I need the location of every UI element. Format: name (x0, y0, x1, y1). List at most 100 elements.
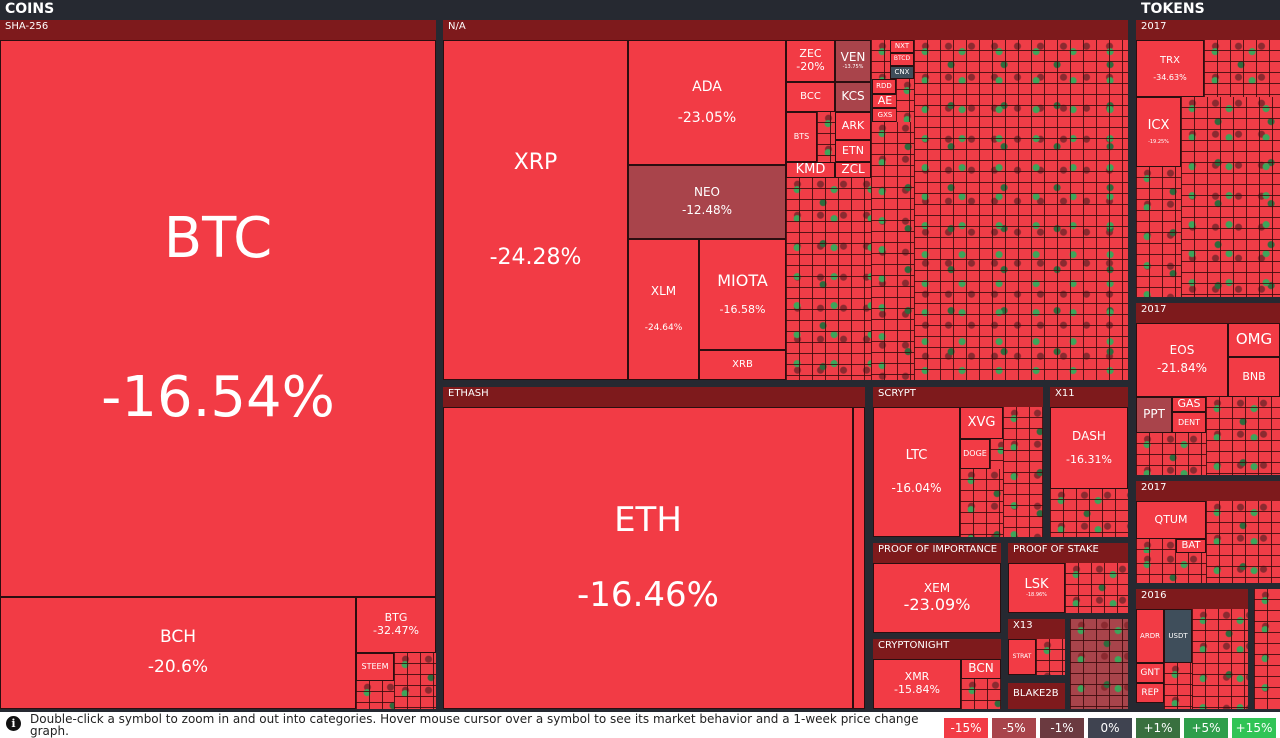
tile-etn[interactable]: ETN (835, 140, 871, 162)
kmd-symbol: KMD (795, 162, 826, 177)
tile-cnx[interactable]: CNX (890, 66, 914, 79)
tile-doge[interactable]: DOGE (960, 439, 990, 469)
coins-section-header[interactable]: COINS (0, 0, 1133, 18)
small-tokens-cluster[interactable] (1254, 589, 1280, 709)
tile-rdd[interactable]: RDD (872, 79, 896, 94)
tile-nxt[interactable]: NXT (890, 40, 914, 53)
small-coins-cluster[interactable] (394, 653, 436, 709)
tile-dash[interactable]: DASH -16.31% (1050, 407, 1128, 489)
tile-rep[interactable]: REP (1136, 683, 1164, 703)
tile-qtum[interactable]: QTUM (1136, 501, 1206, 539)
small-coin-tile[interactable] (853, 407, 865, 709)
category-proof-of-stake-header[interactable]: PROOF OF STAKE (1008, 543, 1128, 563)
small-tokens-cluster[interactable] (1136, 553, 1206, 583)
tile-kmd[interactable]: KMD (786, 162, 835, 178)
small-tokens-cluster[interactable] (1206, 397, 1280, 475)
tile-ltc[interactable]: LTC -16.04% (873, 407, 960, 537)
tile-gas[interactable]: GAS (1172, 397, 1206, 412)
category-tokens-2017c-header[interactable]: 2017 (1136, 481, 1280, 501)
small-coins-cluster[interactable] (786, 178, 871, 380)
small-coins-cluster[interactable] (356, 681, 394, 709)
tile-btc[interactable]: BTC -16.54% (0, 40, 436, 597)
small-coins-cluster[interactable] (1003, 407, 1043, 537)
tile-eos[interactable]: EOS -21.84% (1136, 323, 1228, 397)
small-tokens-cluster[interactable] (1136, 167, 1181, 297)
tokens-section-header[interactable]: TOKENS (1136, 0, 1280, 18)
small-coins-cluster[interactable] (1070, 619, 1128, 709)
tile-bch[interactable]: BCH -20.6% (0, 597, 356, 709)
btcd-symbol: BTCD (893, 55, 911, 63)
category-cryptonight-header[interactable]: CRYPTONIGHT (873, 639, 1001, 659)
lsk-symbol: LSK (1024, 576, 1049, 592)
tile-ada[interactable]: ADA -23.05% (628, 40, 786, 165)
neo-change: -12.48% (681, 203, 733, 217)
small-coins-cluster[interactable] (871, 122, 914, 380)
category-tokens-2017a-header[interactable]: 2017 (1136, 20, 1280, 40)
tile-miota[interactable]: MIOTA -16.58% (699, 239, 786, 350)
small-tokens-cluster[interactable] (1204, 40, 1280, 97)
tile-bcn[interactable]: BCN (961, 659, 1001, 679)
tile-gxs[interactable]: GXS (872, 108, 898, 122)
tile-lsk[interactable]: LSK -18.96% (1008, 563, 1065, 613)
tile-bcc[interactable]: BCC (786, 82, 835, 112)
tile-neo[interactable]: NEO -12.48% (628, 165, 786, 239)
category-x11-header[interactable]: X11 (1050, 387, 1128, 407)
tile-steem[interactable]: STEEM (356, 653, 394, 681)
tile-xvg[interactable]: XVG (960, 407, 1003, 439)
category-sha256-header[interactable]: SHA-256 (0, 20, 436, 40)
tile-xlm[interactable]: XLM -24.64% (628, 239, 699, 380)
tile-dent[interactable]: DENT (1172, 412, 1206, 433)
tile-usdt[interactable]: USDT (1164, 609, 1192, 663)
small-coins-cluster[interactable] (914, 40, 1128, 380)
tile-xrb[interactable]: XRB (699, 350, 786, 380)
small-tokens-cluster[interactable] (1181, 97, 1280, 297)
tile-bnb[interactable]: BNB (1228, 357, 1280, 397)
tile-xrp[interactable]: XRP -24.28% (443, 40, 628, 380)
xrp-symbol: XRP (513, 149, 558, 175)
tile-ae[interactable]: AE (872, 94, 898, 108)
tile-xem[interactable]: XEM -23.09% (873, 563, 1001, 633)
tile-icx[interactable]: ICX -19.25% (1136, 97, 1181, 167)
small-coins-cluster[interactable] (896, 79, 914, 122)
tile-zcl[interactable]: ZCL (835, 162, 871, 178)
category-tokens-2017b-header[interactable]: 2017 (1136, 303, 1280, 323)
tile-ppt[interactable]: PPT (1136, 397, 1172, 433)
tile-xmr[interactable]: XMR -15.84% (873, 659, 961, 709)
small-coins-cluster[interactable] (960, 469, 1003, 537)
category-proof-of-importance-header[interactable]: PROOF OF IMPORTANCE (873, 543, 1001, 563)
small-tokens-cluster[interactable] (1164, 663, 1192, 709)
small-coins-cluster[interactable] (1050, 489, 1128, 537)
category-scrypt-header[interactable]: SCRYPT (873, 387, 1043, 407)
small-coins-cluster[interactable] (817, 112, 835, 162)
small-tokens-cluster[interactable] (1136, 539, 1176, 553)
tile-btg[interactable]: BTG -32.47% (356, 597, 436, 653)
tile-ark[interactable]: ARK (835, 112, 871, 140)
tile-zec[interactable]: ZEC -20% (786, 40, 835, 82)
tile-btcd[interactable]: BTCD (890, 53, 914, 66)
category-x13-header[interactable]: X13 (1008, 619, 1065, 639)
tile-gnt[interactable]: GNT (1136, 663, 1164, 683)
small-coins-cluster[interactable] (990, 439, 1003, 469)
tile-trx[interactable]: TRX -34.63% (1136, 40, 1204, 97)
small-coins-cluster[interactable] (1065, 563, 1128, 613)
tile-ven[interactable]: VEN -13.75% (835, 40, 871, 82)
small-coins-cluster[interactable] (871, 40, 890, 79)
bch-symbol: BCH (159, 627, 197, 648)
tile-bts[interactable]: BTS (786, 112, 817, 162)
tile-kcs[interactable]: KCS (835, 82, 871, 112)
category-na-header[interactable]: N/A (443, 20, 1128, 40)
tile-eth[interactable]: ETH -16.46% (443, 407, 853, 709)
category-ethash-header[interactable]: ETHASH (443, 387, 865, 407)
small-coins-cluster[interactable] (1036, 639, 1065, 675)
tile-omg[interactable]: OMG (1228, 323, 1280, 357)
small-coins-cluster[interactable] (961, 679, 1001, 709)
category-tokens-2016-header[interactable]: 2016 (1136, 589, 1248, 609)
small-tokens-cluster[interactable] (1136, 433, 1206, 475)
tile-bat[interactable]: BAT (1176, 539, 1206, 553)
small-tokens-cluster[interactable] (1206, 501, 1280, 583)
small-tokens-cluster[interactable] (1192, 609, 1248, 709)
category-blake2b-header[interactable]: BLAKE2B (1008, 683, 1065, 709)
tile-strat[interactable]: STRAT (1008, 639, 1036, 675)
tile-ardr[interactable]: ARDR (1136, 609, 1164, 663)
neo-symbol: NEO (693, 185, 720, 200)
